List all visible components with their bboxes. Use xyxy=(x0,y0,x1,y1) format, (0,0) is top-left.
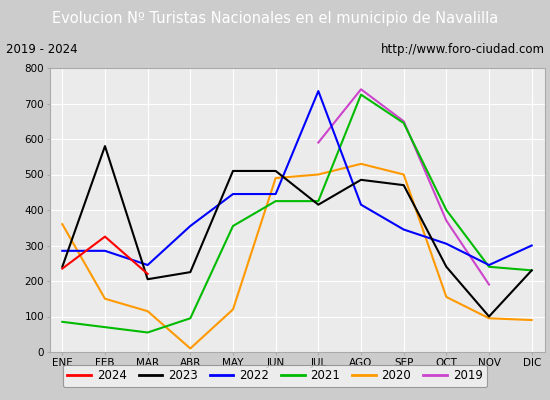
Text: 2019 - 2024: 2019 - 2024 xyxy=(6,44,77,56)
Legend: 2024, 2023, 2022, 2021, 2020, 2019: 2024, 2023, 2022, 2021, 2020, 2019 xyxy=(63,364,487,387)
Text: Evolucion Nº Turistas Nacionales en el municipio de Navalilla: Evolucion Nº Turistas Nacionales en el m… xyxy=(52,10,498,26)
Text: http://www.foro-ciudad.com: http://www.foro-ciudad.com xyxy=(381,44,544,56)
